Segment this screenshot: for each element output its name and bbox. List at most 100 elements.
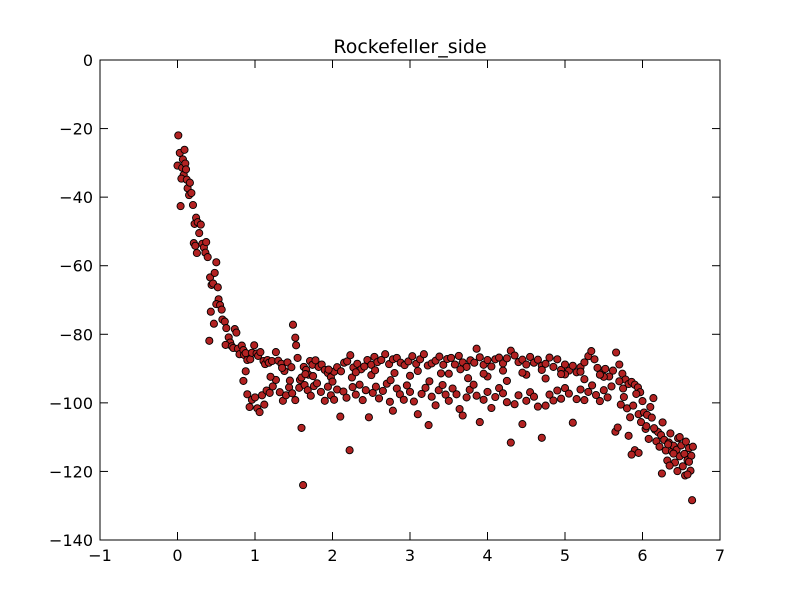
data-point <box>472 344 481 353</box>
data-point <box>636 418 646 427</box>
data-point <box>203 253 212 262</box>
data-point <box>328 377 337 386</box>
data-point <box>239 376 248 385</box>
data-point <box>436 369 446 378</box>
data-point <box>447 353 456 362</box>
data-point <box>472 391 481 400</box>
data-point <box>192 248 201 258</box>
data-point <box>601 364 610 373</box>
y-tick-label: −40 <box>59 188 93 207</box>
data-point <box>265 388 274 397</box>
data-point <box>498 366 508 375</box>
data-point <box>255 408 264 417</box>
data-point <box>469 380 478 389</box>
data-point <box>675 433 684 442</box>
data-point <box>312 379 322 388</box>
y-tick-label: −140 <box>49 531 93 550</box>
data-point <box>545 353 554 362</box>
data-point <box>196 220 205 229</box>
data-point <box>180 145 189 154</box>
data-point <box>666 429 675 438</box>
data-point <box>487 362 496 371</box>
data-point <box>424 421 433 430</box>
data-point <box>441 390 450 399</box>
data-point <box>185 178 194 187</box>
data-point <box>615 360 624 369</box>
data-point <box>413 366 422 376</box>
data-point <box>616 400 625 409</box>
data-point <box>431 401 440 410</box>
data-point <box>395 390 404 399</box>
data-point <box>681 437 690 446</box>
x-tick-label: 6 <box>637 546 647 565</box>
data-point <box>435 352 444 361</box>
data-point <box>541 401 550 410</box>
data-point <box>444 396 453 405</box>
data-point <box>405 371 415 380</box>
data-point <box>336 412 345 421</box>
data-point <box>408 352 417 361</box>
data-point <box>629 401 638 410</box>
data-point <box>399 395 408 404</box>
data-point <box>615 377 624 386</box>
data-point <box>202 238 211 247</box>
data-point <box>311 356 320 365</box>
data-point <box>518 420 527 429</box>
data-point <box>260 400 269 409</box>
data-point <box>576 367 585 376</box>
y-tick-label: 0 <box>83 51 93 70</box>
data-point <box>595 397 604 406</box>
data-point <box>658 418 667 427</box>
y-tick-label: −120 <box>49 462 93 481</box>
data-point <box>576 385 585 394</box>
data-point <box>599 386 608 395</box>
data-point <box>306 391 315 400</box>
data-point <box>257 391 267 400</box>
data-point <box>553 355 562 364</box>
data-point <box>243 390 252 399</box>
data-point <box>217 305 226 314</box>
data-point <box>580 358 589 367</box>
data-point <box>458 411 467 420</box>
data-point <box>250 393 260 402</box>
data-point <box>595 370 604 379</box>
data-point <box>557 370 566 379</box>
data-point <box>351 390 360 399</box>
y-tick-label: −20 <box>59 120 93 139</box>
data-point <box>462 393 471 402</box>
data-point <box>657 469 666 478</box>
data-point <box>464 374 473 383</box>
data-point <box>642 422 651 431</box>
data-point <box>448 384 457 393</box>
x-tick-label: 3 <box>405 546 415 565</box>
y-tick-label: −60 <box>59 257 93 276</box>
data-point <box>627 450 636 459</box>
x-axis: −1 0 1 2 3 4 5 6 7 <box>88 60 725 565</box>
data-point <box>479 369 488 378</box>
data-point <box>526 352 535 361</box>
data-point <box>678 462 687 471</box>
data-point <box>572 395 581 404</box>
data-point <box>564 389 573 398</box>
data-point <box>292 341 301 350</box>
data-point <box>568 418 577 427</box>
data-point <box>483 355 492 365</box>
data-point <box>684 457 694 466</box>
data-point <box>187 188 196 198</box>
data-point <box>483 387 492 396</box>
data-point <box>553 386 562 395</box>
data-point <box>402 381 411 390</box>
y-axis: 0 −20 −40 −60 −80 −100 −120 −140 <box>49 51 720 550</box>
data-point <box>417 389 426 398</box>
data-point <box>506 438 515 447</box>
data-point <box>212 258 221 267</box>
data-point <box>371 366 380 375</box>
data-point <box>487 403 496 413</box>
data-point <box>529 392 539 401</box>
data-point <box>378 386 387 395</box>
data-point <box>427 392 436 401</box>
data-point <box>293 353 302 362</box>
data-point <box>638 397 647 406</box>
data-point <box>502 398 511 407</box>
data-point <box>181 165 191 174</box>
